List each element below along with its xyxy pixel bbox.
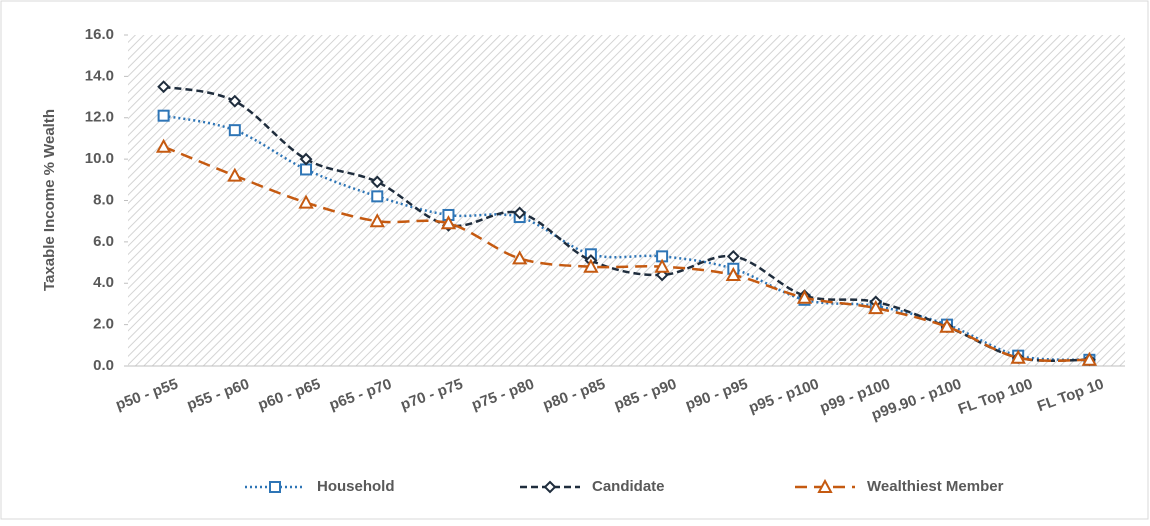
legend-label: Wealthiest Member	[867, 478, 1004, 495]
point-marker	[228, 94, 242, 108]
point-marker	[370, 175, 384, 189]
series-line	[163, 145, 1090, 362]
point-marker	[511, 250, 528, 265]
point-marker	[939, 318, 955, 333]
point-marker	[300, 163, 313, 176]
point-marker	[725, 266, 742, 281]
point-marker	[299, 152, 313, 166]
point-marker	[796, 289, 813, 304]
x-tick-label: FL Top 10	[1035, 376, 1106, 416]
x-tick-label: p90 - p95	[683, 376, 750, 414]
y-tick-label: 4.0	[93, 274, 114, 291]
point-marker	[726, 249, 740, 263]
series-line	[163, 85, 1090, 362]
point-marker	[157, 80, 171, 94]
x-tick-label: p85 - p90	[612, 376, 679, 414]
point-marker	[583, 258, 599, 273]
y-tick-label: 16.0	[85, 26, 114, 43]
plot-area	[128, 35, 1125, 366]
x-tick-label: p80 - p85	[541, 376, 608, 414]
point-marker	[1081, 351, 1098, 366]
point-marker	[1010, 349, 1026, 364]
y-tick-label: 6.0	[93, 233, 114, 250]
x-tick-label: p50 - p55	[113, 376, 180, 414]
y-tick-label: 14.0	[85, 67, 114, 84]
point-marker	[371, 190, 384, 203]
legend-marker	[543, 480, 557, 494]
legend-label: Household	[317, 478, 395, 495]
point-marker	[228, 124, 241, 137]
x-tick-label: p70 - p75	[398, 376, 465, 414]
point-marker	[155, 138, 172, 153]
x-tick-label: p95 - p100	[746, 376, 821, 417]
point-marker	[157, 109, 170, 122]
y-tick-label: 10.0	[85, 150, 114, 167]
y-tick-label: 2.0	[93, 316, 114, 333]
x-tick-label: p55 - p60	[185, 376, 252, 414]
y-tick-label: 12.0	[85, 109, 114, 126]
x-tick-label: p65 - p70	[327, 376, 394, 414]
point-marker	[654, 258, 670, 273]
legend-marker	[817, 478, 833, 493]
point-marker	[369, 213, 385, 228]
y-tick-label: 0.0	[93, 357, 114, 374]
point-marker	[227, 167, 243, 182]
legend-marker	[269, 481, 281, 493]
x-tick-label: p75 - p80	[469, 376, 536, 414]
x-tick-label: FL Top 100	[956, 376, 1035, 419]
y-axis-title: Taxable Income % Wealth	[41, 109, 58, 291]
point-marker	[440, 215, 457, 230]
point-marker	[298, 194, 314, 209]
point-marker	[513, 206, 527, 220]
x-tick-label: p60 - p65	[256, 376, 323, 414]
point-marker	[868, 299, 884, 315]
legend-label: Candidate	[592, 478, 665, 495]
y-tick-label: 8.0	[93, 191, 114, 208]
